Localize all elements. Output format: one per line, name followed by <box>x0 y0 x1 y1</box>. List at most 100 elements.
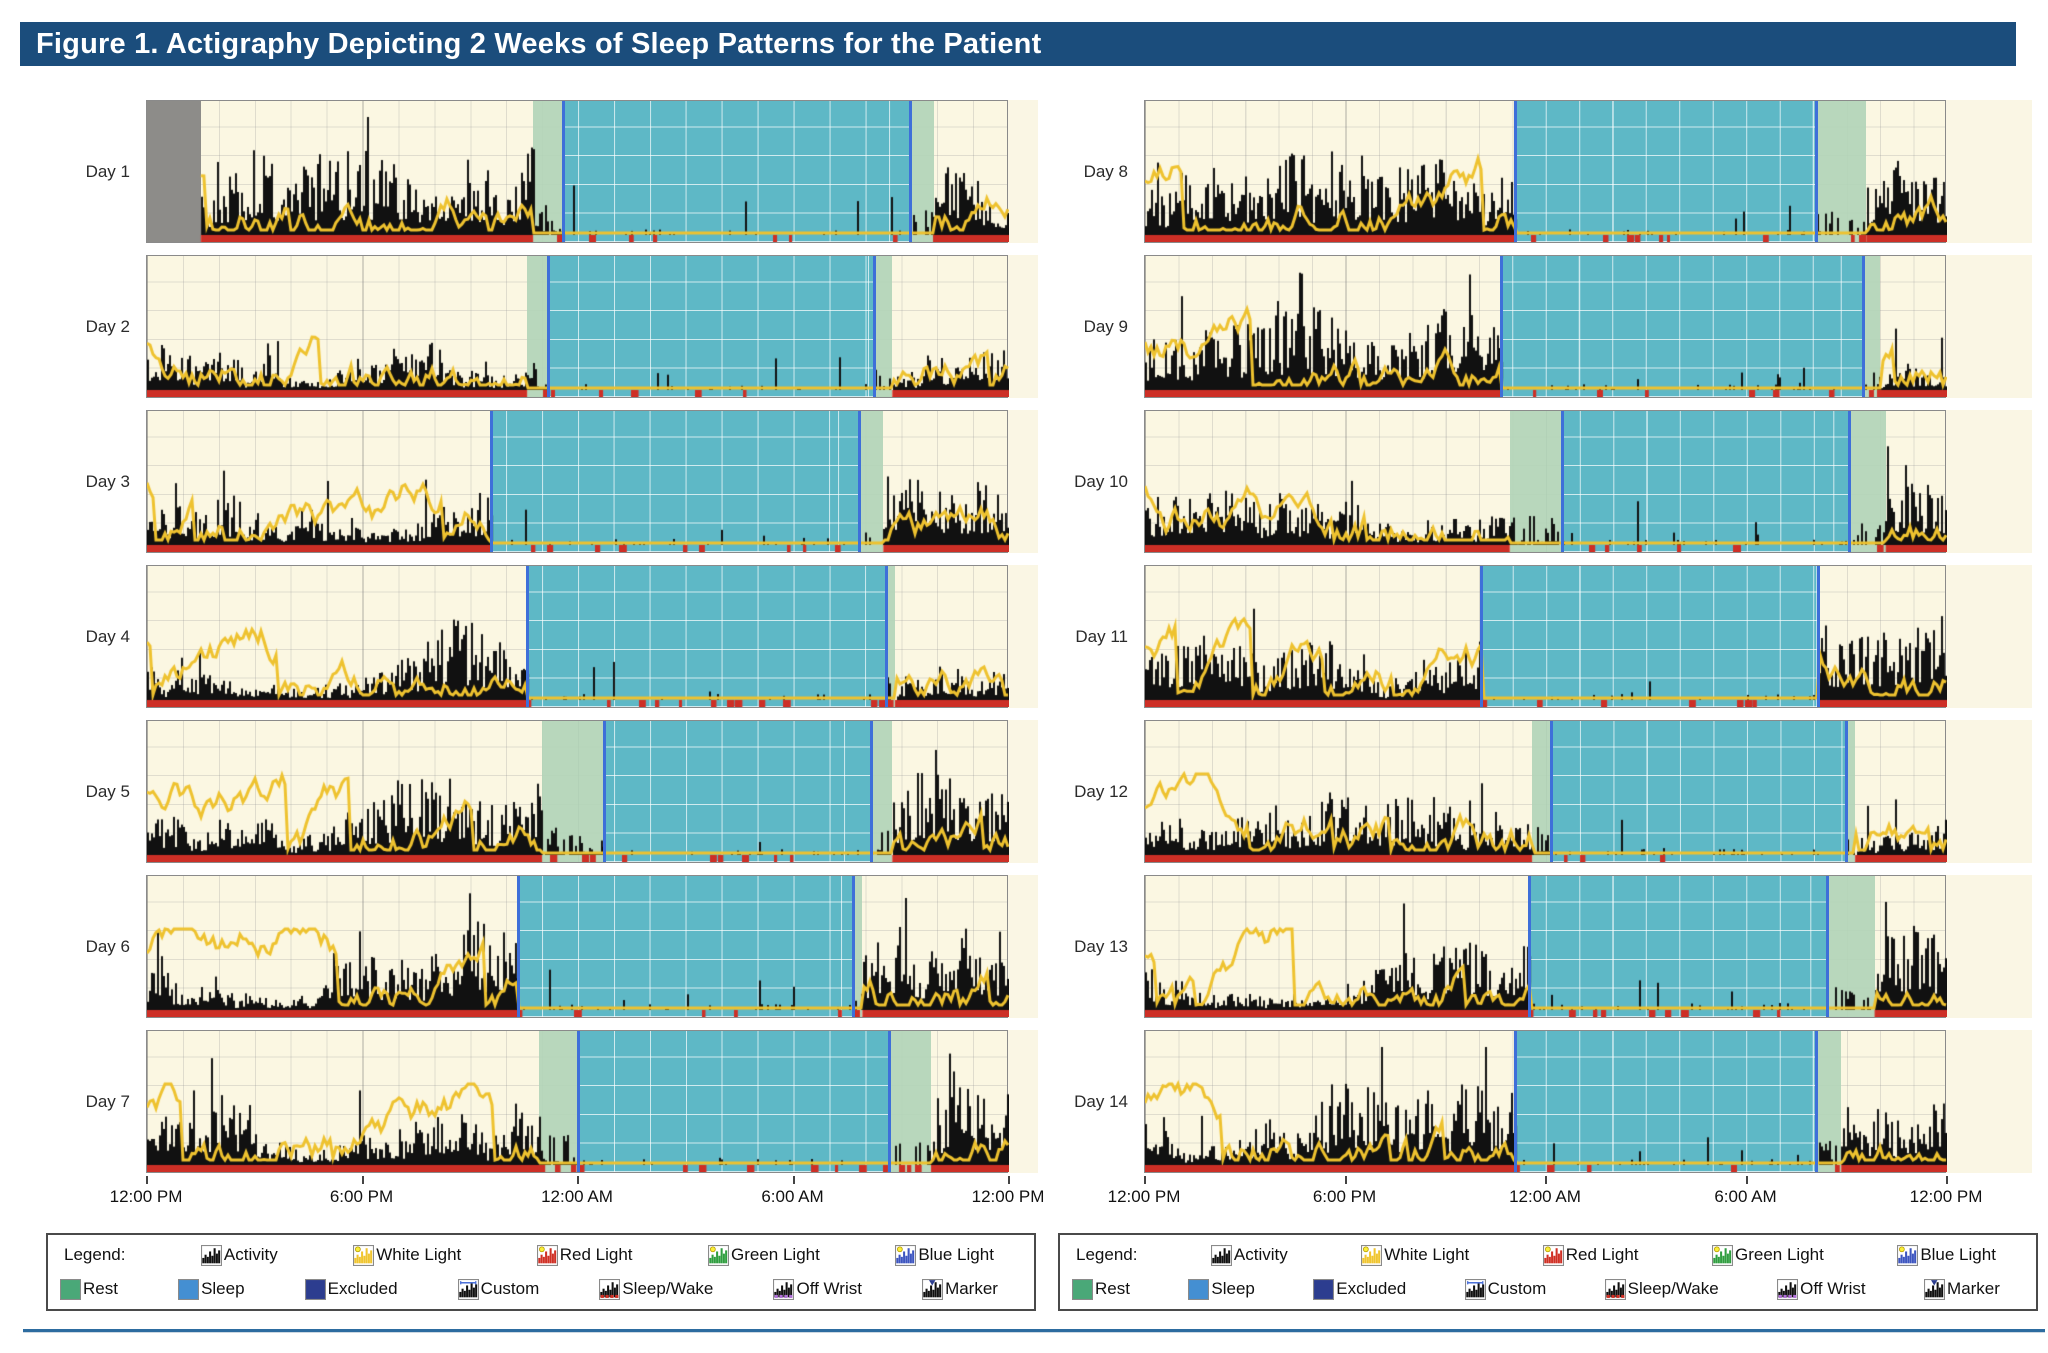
sleep-onset-line <box>561 101 565 242</box>
excluded-swatch-icon <box>1313 1278 1335 1300</box>
red-light-icon <box>1542 1244 1564 1266</box>
x-axis-tick-label: 6:00 PM <box>1312 1187 1377 1206</box>
sleep-offset-line <box>1814 101 1818 242</box>
legend-item-label: White Light <box>1384 1245 1470 1264</box>
rest-swatch-icon <box>60 1278 81 1300</box>
legend-row-1: Legend: Activity White Light Red Light Green… <box>58 1244 1024 1266</box>
tick-mark <box>1946 1176 1948 1184</box>
day-row-14: Day 14 <box>1040 1030 2032 1173</box>
legend-item-sleep: Sleep <box>1188 1278 1255 1300</box>
legend-item-label: Sleep <box>201 1279 245 1298</box>
legend-item-label: Excluded <box>327 1279 398 1298</box>
day-row-13: Day 13 <box>1040 875 2032 1018</box>
day-label-6: Day 6 <box>85 936 130 956</box>
plot-margin-strip <box>1946 100 2032 243</box>
actigraphy-plot-day-11 <box>1144 565 1947 708</box>
legend-item-label: Marker <box>1947 1279 2000 1298</box>
actigraphy-plot-day-6 <box>146 875 1009 1018</box>
actigraphy-column-right: Day 8 Day 9 Day 10 Day 11 Day 12 Day 13 Day 14 <box>1040 100 2032 1185</box>
legend-item-green-light: Green Light <box>1712 1244 1824 1266</box>
legend-item-label: Off Wrist <box>796 1279 862 1298</box>
sleep-onset-line <box>489 411 493 552</box>
sleep-onset-line <box>525 566 529 707</box>
plot-margin-strip <box>1946 875 2032 1018</box>
legend-item-label: Blue Light <box>918 1245 994 1264</box>
rest-swatch-icon <box>1072 1278 1093 1300</box>
x-axis-tick-label: 6:00 AM <box>1714 1187 1777 1206</box>
off-wrist-icon <box>1777 1278 1799 1300</box>
legend-row-1: Legend: Activity White Light Red Light Green… <box>1070 1244 2026 1266</box>
sleep-wake-icon <box>1604 1278 1626 1300</box>
x-axis-right: 12:00 PM 6:00 PM 12:00 AM 6:00 AM 12:00 PM <box>1108 1175 1982 1215</box>
activity-light-canvas-day-9 <box>1145 256 1947 397</box>
sleep-swatch-icon <box>178 1278 200 1300</box>
legend-item-label: Blue Light <box>1920 1245 1996 1264</box>
sleep-offset-line <box>908 101 912 242</box>
x-axis-tick-label: 6:00 PM <box>329 1187 394 1206</box>
x-axis-tick-label: 12:00 PM <box>971 1187 1045 1206</box>
sleep-onset-line <box>1480 566 1484 707</box>
plot-margin-strip <box>1008 565 1038 708</box>
legend-item-marker: Marker <box>922 1278 998 1300</box>
red-light-icon <box>536 1244 558 1266</box>
day-row-1: Day 1 <box>20 100 1038 243</box>
day-row-2: Day 2 <box>20 255 1038 398</box>
legend-item-label: Off Wrist <box>1800 1279 1866 1298</box>
legend-item-red-light: Red Light <box>536 1244 633 1266</box>
legend-item-green-light: Green Light <box>708 1244 820 1266</box>
activity-light-canvas-day-3 <box>147 411 1009 552</box>
legend-item-label: Red Light <box>559 1245 633 1264</box>
sleep-offset-line <box>887 1031 891 1172</box>
plot-margin-strip <box>1946 410 2032 553</box>
plot-margin-strip <box>1008 1030 1038 1173</box>
day-row-6: Day 6 <box>20 875 1038 1018</box>
day-label-4: Day 4 <box>85 626 130 646</box>
legend-item-label: Sleep/Wake <box>622 1279 714 1298</box>
actigraphy-plot-day-12 <box>1144 720 1947 863</box>
sleep-offset-line <box>1848 411 1852 552</box>
white-light-icon <box>1361 1244 1383 1266</box>
actigraphy-plot-day-4 <box>146 565 1009 708</box>
sleep-offset-line <box>1817 566 1821 707</box>
actigraphy-column-left: Day 1 Day 2 Day 3 Day 4 Day 5 Day 6 Day 7 <box>20 100 1038 1185</box>
tick-mark <box>1008 1176 1010 1184</box>
tick-mark <box>1144 1176 1146 1184</box>
sleep-onset-line <box>1513 101 1517 242</box>
legend-box-right: Legend: Activity White Light Red Light Green… <box>1058 1233 2038 1311</box>
plot-margin-strip <box>1946 255 2032 398</box>
day-label-8: Day 8 <box>1083 161 1128 181</box>
legend-item-white-light: White Light <box>1361 1244 1470 1266</box>
day-label-5: Day 5 <box>85 781 130 801</box>
blue-light-icon <box>1897 1244 1919 1266</box>
activity-light-canvas-day-6 <box>147 876 1009 1017</box>
activity-light-canvas-day-12 <box>1145 721 1947 862</box>
actigraphy-plot-day-1 <box>146 100 1009 243</box>
legend-item-label: Activity <box>223 1245 278 1264</box>
sleep-offset-line <box>1845 721 1849 862</box>
off-wrist-icon <box>773 1278 795 1300</box>
actigraphy-plot-day-2 <box>146 255 1009 398</box>
tick-mark <box>792 1176 795 1184</box>
day-label-12: Day 12 <box>1074 781 1128 801</box>
custom-icon <box>1464 1278 1486 1300</box>
sleep-offset-line <box>1814 1031 1818 1172</box>
legend-item-off-wrist: Off Wrist <box>773 1278 862 1300</box>
plot-margin-strip <box>1946 565 2032 708</box>
activity-light-canvas-day-1 <box>147 101 1009 242</box>
bottom-rule <box>23 1329 2045 1333</box>
sleep-onset-line <box>576 1031 580 1172</box>
day-row-10: Day 10 <box>1040 410 2032 553</box>
activity-light-canvas-day-5 <box>147 721 1009 862</box>
day-label-9: Day 9 <box>1083 316 1128 336</box>
activity-light-canvas-day-13 <box>1145 876 1947 1017</box>
actigraphy-plot-day-7 <box>146 1030 1009 1173</box>
actigraphy-plot-day-14 <box>1144 1030 1947 1173</box>
sleep-offset-line <box>1861 256 1865 397</box>
tick-mark <box>1745 1176 1748 1184</box>
legend-item-sleep-wake: Sleep/Wake <box>1604 1278 1719 1300</box>
legend-item-label: Red Light <box>1565 1245 1639 1264</box>
legend-item-label: Custom <box>1487 1279 1547 1298</box>
legend-item-off-wrist: Off Wrist <box>1777 1278 1866 1300</box>
activity-light-canvas-day-4 <box>147 566 1009 707</box>
day-label-7: Day 7 <box>85 1091 130 1111</box>
